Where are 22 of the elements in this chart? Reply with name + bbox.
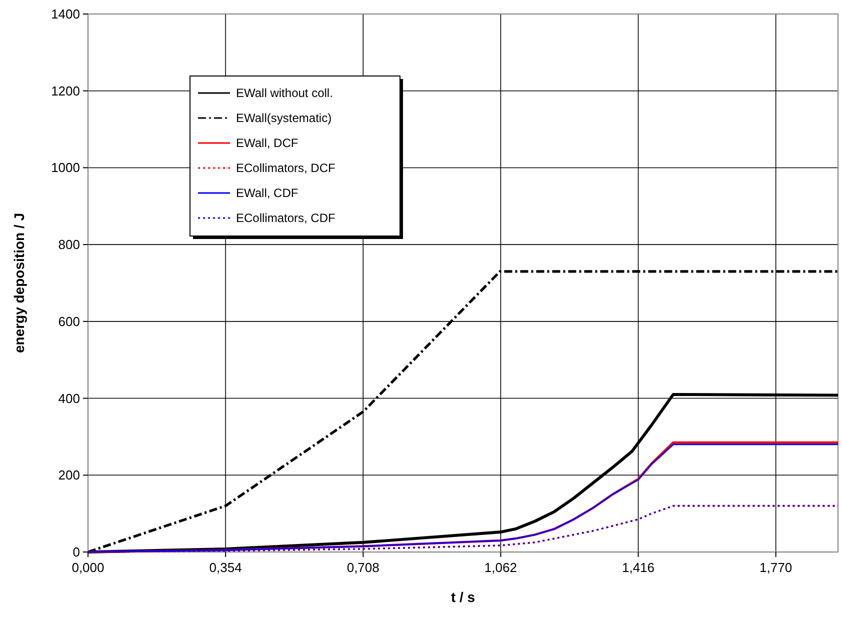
y-tick-label: 200	[58, 468, 80, 483]
legend-label: ECollimators, CDF	[236, 211, 336, 225]
x-tick-label: 1,416	[622, 560, 655, 575]
y-tick-label: 0	[72, 544, 80, 560]
x-axis-title: t / s	[450, 589, 476, 605]
y-tick-label: 600	[58, 314, 80, 329]
y-tick-label: 800	[58, 237, 80, 252]
legend-label: EWall, CDF	[236, 186, 298, 200]
legend-label: EWall without coll.	[236, 86, 333, 100]
y-tick-label: 1200	[51, 83, 80, 98]
y-tick-label: 1400	[51, 6, 80, 22]
x-tick-label: 0,000	[72, 560, 104, 575]
y-axis-title: energy deposition / J	[11, 212, 27, 354]
x-tick-label: 1,770	[760, 560, 792, 575]
legend-label: ECollimators, DCF	[236, 161, 336, 175]
y-tick-label: 400	[58, 390, 80, 406]
legend-label: EWall, DCF	[236, 136, 298, 150]
y-tick-label: 1000	[51, 160, 80, 176]
legend-label: EWall(systematic)	[236, 111, 332, 125]
x-tick-label: 0,708	[346, 560, 380, 575]
x-tick-label: 1,062	[484, 560, 517, 575]
x-tick-label: 0,354	[209, 560, 242, 575]
